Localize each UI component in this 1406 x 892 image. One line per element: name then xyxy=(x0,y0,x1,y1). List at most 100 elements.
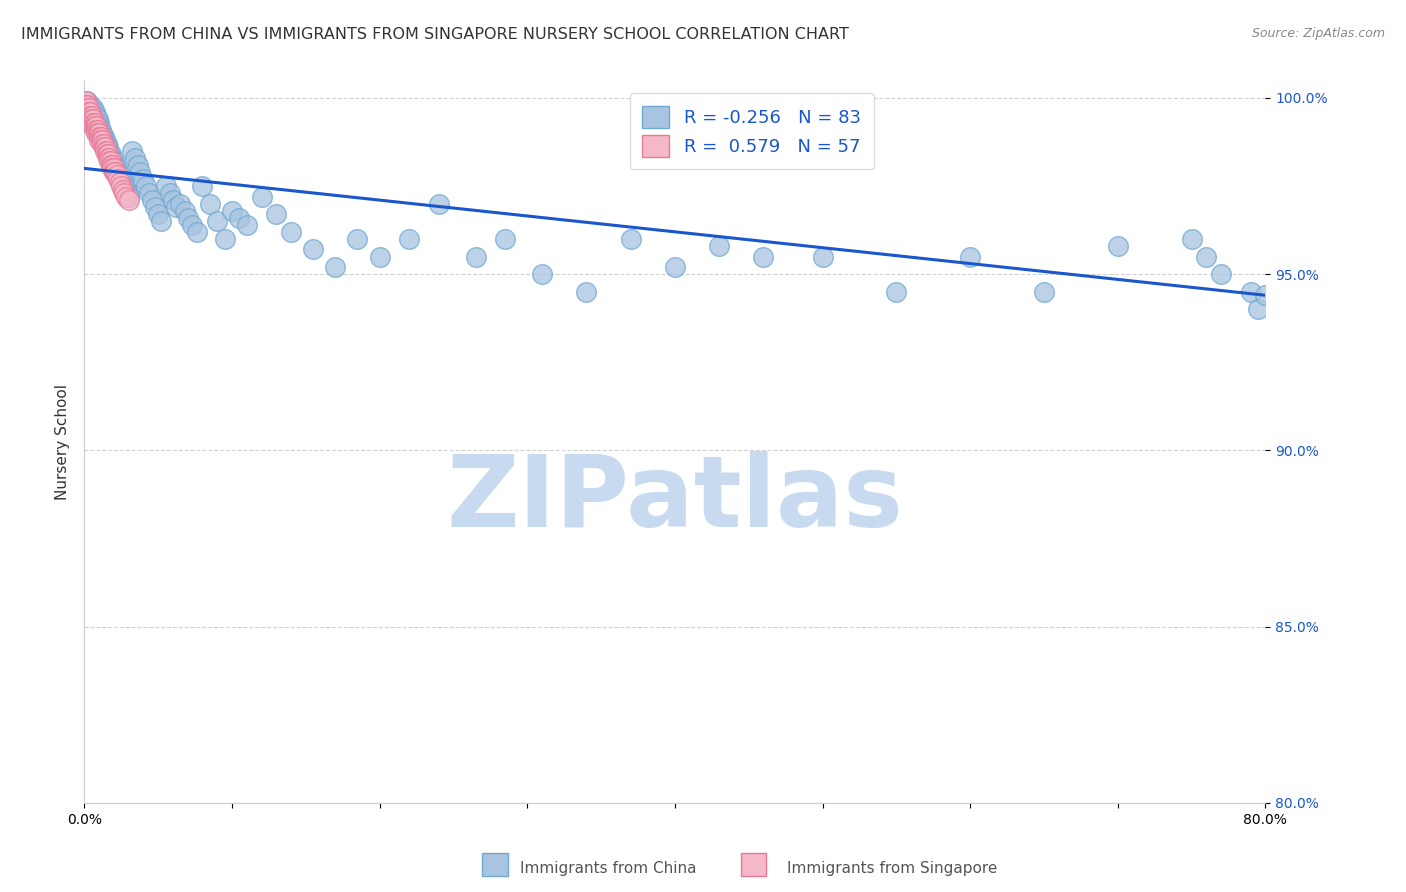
Point xyxy=(236,218,259,232)
Point xyxy=(97,147,120,161)
FancyBboxPatch shape xyxy=(482,854,508,876)
Point xyxy=(664,260,686,274)
Point xyxy=(173,203,195,218)
Point xyxy=(96,136,118,151)
Point xyxy=(135,179,157,194)
Point xyxy=(155,179,177,194)
Point xyxy=(103,154,125,169)
Point xyxy=(101,161,124,176)
Point xyxy=(84,122,107,136)
Point xyxy=(97,151,120,165)
Point xyxy=(79,105,101,120)
Point xyxy=(110,179,132,194)
Point xyxy=(398,232,420,246)
Point xyxy=(83,115,105,129)
Point xyxy=(76,95,98,109)
Legend: R = -0.256   N = 83, R =  0.579   N = 57: R = -0.256 N = 83, R = 0.579 N = 57 xyxy=(630,93,873,169)
Point xyxy=(84,119,107,133)
Point xyxy=(118,189,141,203)
Point xyxy=(76,105,98,120)
Point xyxy=(138,186,160,200)
Point xyxy=(118,193,141,207)
Point xyxy=(101,158,124,172)
Point xyxy=(108,169,131,183)
Point xyxy=(1254,288,1277,302)
Point xyxy=(82,115,104,129)
Point xyxy=(250,189,273,203)
Point xyxy=(96,147,118,161)
Point xyxy=(221,203,243,218)
Point xyxy=(110,172,132,186)
Point xyxy=(91,136,114,151)
Point xyxy=(114,189,136,203)
Point xyxy=(427,196,450,211)
Point xyxy=(132,172,155,186)
Point xyxy=(811,250,834,264)
Point xyxy=(103,165,125,179)
Point xyxy=(531,267,554,281)
Text: Immigrants from Singapore: Immigrants from Singapore xyxy=(787,862,998,876)
Point xyxy=(82,102,104,116)
Point xyxy=(1033,285,1056,299)
Point xyxy=(165,200,187,214)
Point xyxy=(83,122,105,136)
Point xyxy=(100,154,122,169)
Point xyxy=(280,225,302,239)
Point xyxy=(80,109,103,123)
Point xyxy=(575,285,598,299)
Point xyxy=(121,144,143,158)
Point xyxy=(148,207,170,221)
Point xyxy=(143,200,166,214)
Point xyxy=(1195,250,1218,264)
Text: IMMIGRANTS FROM CHINA VS IMMIGRANTS FROM SINGAPORE NURSERY SCHOOL CORRELATION CH: IMMIGRANTS FROM CHINA VS IMMIGRANTS FROM… xyxy=(21,27,849,42)
Point xyxy=(87,119,111,133)
Point xyxy=(228,211,250,225)
Point xyxy=(346,232,368,246)
Point xyxy=(84,126,107,140)
Point xyxy=(97,140,120,154)
Point xyxy=(94,140,117,154)
Point xyxy=(112,186,135,200)
Point xyxy=(75,95,97,109)
Point xyxy=(959,250,981,264)
Point xyxy=(87,129,111,144)
Point xyxy=(76,98,98,112)
Point xyxy=(266,207,288,221)
Point xyxy=(1240,285,1263,299)
Point xyxy=(752,250,775,264)
Point xyxy=(141,193,163,207)
Point xyxy=(79,98,101,112)
Point xyxy=(93,129,115,144)
Point xyxy=(86,122,108,136)
Point xyxy=(79,112,101,126)
Point xyxy=(82,112,104,126)
Point xyxy=(198,196,221,211)
Point xyxy=(186,225,208,239)
Point xyxy=(1107,239,1129,253)
Point xyxy=(181,218,204,232)
Point xyxy=(90,122,112,136)
Point xyxy=(129,165,152,179)
Point xyxy=(162,193,184,207)
Point xyxy=(494,232,516,246)
Point xyxy=(111,176,134,190)
Point xyxy=(94,144,117,158)
Point xyxy=(111,182,134,196)
Point xyxy=(104,158,127,172)
Point xyxy=(87,126,111,140)
Point xyxy=(83,119,105,133)
Point xyxy=(105,169,128,183)
Point xyxy=(87,115,111,129)
Point xyxy=(86,126,108,140)
Point xyxy=(100,147,122,161)
Point xyxy=(98,151,121,165)
Point xyxy=(96,144,118,158)
Point xyxy=(93,136,115,151)
Point xyxy=(101,151,124,165)
Point xyxy=(114,182,136,196)
Point xyxy=(177,211,200,225)
Point xyxy=(368,250,391,264)
Point xyxy=(77,105,100,120)
Y-axis label: Nursery School: Nursery School xyxy=(55,384,70,500)
Point xyxy=(100,158,122,172)
